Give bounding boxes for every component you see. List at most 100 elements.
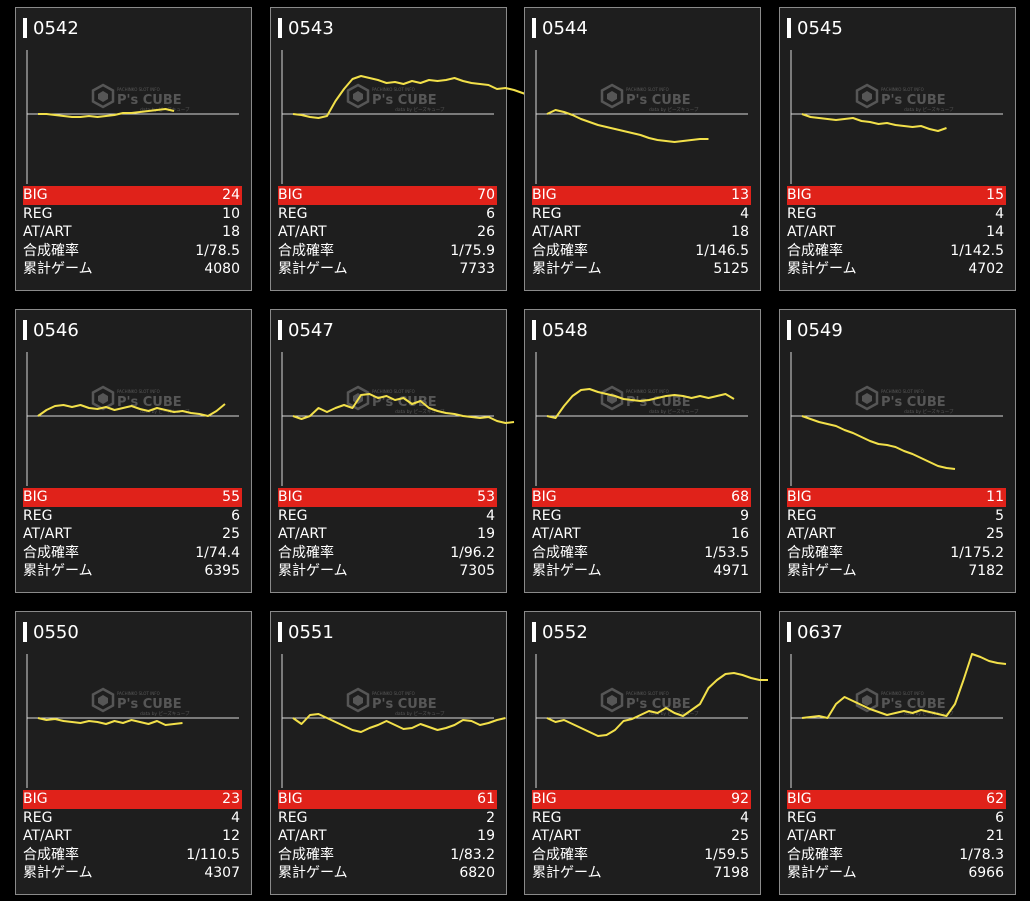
big-value: 53 xyxy=(477,489,495,505)
reg-value: 4 xyxy=(740,809,749,826)
big-row: BIG 24 xyxy=(23,186,242,205)
at-art-value: 14 xyxy=(986,224,1004,240)
slump-graph: PACHINKO SLOT INFO P's CUBE data by ピーズキ… xyxy=(281,50,558,184)
pscube-watermark: PACHINKO SLOT INFO P's CUBE data by ピーズキ… xyxy=(346,83,445,113)
big-label: BIG xyxy=(787,489,812,505)
at-art-value: 25 xyxy=(986,526,1004,542)
prob-row: 合成確率 1/142.5 xyxy=(787,242,1006,261)
reg-label: REG xyxy=(787,809,817,826)
big-row: BIG 13 xyxy=(532,186,751,205)
big-label: BIG xyxy=(532,187,557,203)
at-art-label: AT/ART xyxy=(278,526,327,542)
stats-table: BIG 68 REG 9 AT/ART 16 合成確率 1/53.5 累計ゲーム… xyxy=(532,488,751,581)
at-art-row: AT/ART 18 xyxy=(23,223,242,242)
prob-label: 合成確率 xyxy=(532,544,588,561)
games-label: 累計ゲーム xyxy=(532,563,602,579)
slump-graph: PACHINKO SLOT INFO P's CUBE data by ピーズキ… xyxy=(535,654,768,788)
reg-row: REG 4 xyxy=(787,205,1006,224)
games-label: 累計ゲーム xyxy=(278,261,348,277)
prob-value: 1/75.9 xyxy=(450,242,495,259)
slump-line xyxy=(801,653,1007,719)
machine-card-0542[interactable]: 0542 PACHINKO SLOT INFO P's CUBE data by… xyxy=(15,7,252,291)
title-accent-bar xyxy=(23,320,27,340)
watermark-sub: data by ピーズキューブ xyxy=(904,106,954,113)
reg-row: REG 2 xyxy=(278,809,497,828)
at-art-value: 18 xyxy=(731,224,749,240)
cube-logo-icon xyxy=(91,687,115,713)
reg-value: 2 xyxy=(486,809,495,826)
stats-table: BIG 61 REG 2 AT/ART 19 合成確率 1/83.2 累計ゲーム… xyxy=(278,790,497,883)
machine-number: 0552 xyxy=(542,622,588,643)
machine-card-0551[interactable]: 0551 PACHINKO SLOT INFO P's CUBE data by… xyxy=(270,611,507,895)
title-accent-bar xyxy=(23,622,27,642)
machine-card-0545[interactable]: 0545 PACHINKO SLOT INFO P's CUBE data by… xyxy=(779,7,1016,291)
big-row: BIG 70 xyxy=(278,186,497,205)
slump-line xyxy=(37,717,183,726)
games-row: 累計ゲーム 4702 xyxy=(787,260,1006,279)
machine-card-0552[interactable]: 0552 PACHINKO SLOT INFO P's CUBE data by… xyxy=(524,611,768,895)
pscube-watermark: PACHINKO SLOT INFO P's CUBE data by ピーズキ… xyxy=(346,687,445,717)
machine-card-0550[interactable]: 0550 PACHINKO SLOT INFO P's CUBE data by… xyxy=(15,611,252,895)
watermark-tagline: PACHINKO SLOT INFO xyxy=(881,389,924,394)
stats-table: BIG 11 REG 5 AT/ART 25 合成確率 1/175.2 累計ゲー… xyxy=(787,488,1006,581)
at-art-value: 25 xyxy=(222,526,240,542)
at-art-row: AT/ART 19 xyxy=(278,827,497,846)
cube-logo-icon xyxy=(346,687,370,713)
reg-row: REG 4 xyxy=(23,809,242,828)
reg-label: REG xyxy=(278,507,308,524)
watermark-brand: P's CUBE xyxy=(626,697,691,712)
watermark-sub: data by ピーズキューブ xyxy=(649,408,699,415)
pscube-watermark: PACHINKO SLOT INFO P's CUBE data by ピーズキ… xyxy=(91,83,190,113)
reg-label: REG xyxy=(787,507,817,524)
prob-label: 合成確率 xyxy=(278,242,334,259)
slump-line xyxy=(37,403,226,417)
machine-card-0544[interactable]: 0544 PACHINKO SLOT INFO P's CUBE data by… xyxy=(524,7,761,291)
watermark-brand: P's CUBE xyxy=(881,93,946,108)
machine-card-0548[interactable]: 0548 PACHINKO SLOT INFO P's CUBE data by… xyxy=(524,309,761,593)
slump-line xyxy=(546,109,709,143)
machine-card-0637[interactable]: 0637 PACHINKO SLOT INFO P's CUBE data by… xyxy=(779,611,1016,895)
reg-row: REG 6 xyxy=(278,205,497,224)
at-art-value: 16 xyxy=(731,526,749,542)
watermark-tagline: PACHINKO SLOT INFO xyxy=(372,389,415,394)
title-accent-bar xyxy=(787,320,791,340)
slump-line xyxy=(801,415,956,470)
title-accent-bar xyxy=(532,622,536,642)
reg-value: 4 xyxy=(995,205,1004,222)
stats-table: BIG 92 REG 4 AT/ART 25 合成確率 1/59.5 累計ゲーム… xyxy=(532,790,751,883)
prob-row: 合成確率 1/78.3 xyxy=(787,846,1006,865)
reg-row: REG 4 xyxy=(532,205,751,224)
at-art-label: AT/ART xyxy=(532,224,581,240)
slump-graph: PACHINKO SLOT INFO P's CUBE data by ピーズキ… xyxy=(26,352,239,486)
reg-label: REG xyxy=(23,507,53,524)
big-value: 23 xyxy=(222,791,240,807)
at-art-label: AT/ART xyxy=(278,828,327,844)
machine-card-0543[interactable]: 0543 PACHINKO SLOT INFO P's CUBE data by… xyxy=(270,7,558,291)
games-row: 累計ゲーム 4080 xyxy=(23,260,242,279)
machine-card-0547[interactable]: 0547 PACHINKO SLOT INFO P's CUBE data by… xyxy=(270,309,515,593)
watermark-brand: P's CUBE xyxy=(881,395,946,410)
stats-table: BIG 70 REG 6 AT/ART 26 合成確率 1/75.9 累計ゲーム… xyxy=(278,186,497,279)
machine-card-0549[interactable]: 0549 PACHINKO SLOT INFO P's CUBE data by… xyxy=(779,309,1016,593)
at-art-label: AT/ART xyxy=(278,224,327,240)
games-value: 7305 xyxy=(459,563,495,579)
reg-row: REG 10 xyxy=(23,205,242,224)
big-value: 62 xyxy=(986,791,1004,807)
machine-card-0546[interactable]: 0546 PACHINKO SLOT INFO P's CUBE data by… xyxy=(15,309,252,593)
prob-value: 1/96.2 xyxy=(450,544,495,561)
games-label: 累計ゲーム xyxy=(23,865,93,881)
games-label: 累計ゲーム xyxy=(787,563,857,579)
prob-value: 1/146.5 xyxy=(695,242,749,259)
title-accent-bar xyxy=(23,18,27,38)
prob-row: 合成確率 1/146.5 xyxy=(532,242,751,261)
games-value: 4307 xyxy=(204,865,240,881)
big-label: BIG xyxy=(278,791,303,807)
reg-label: REG xyxy=(532,205,562,222)
slump-line xyxy=(801,113,947,132)
prob-label: 合成確率 xyxy=(532,242,588,259)
at-art-label: AT/ART xyxy=(532,828,581,844)
watermark-brand: P's CUBE xyxy=(881,697,946,712)
slump-line xyxy=(546,388,735,419)
slump-graph: PACHINKO SLOT INFO P's CUBE data by ピーズキ… xyxy=(790,352,1003,486)
big-value: 15 xyxy=(986,187,1004,203)
